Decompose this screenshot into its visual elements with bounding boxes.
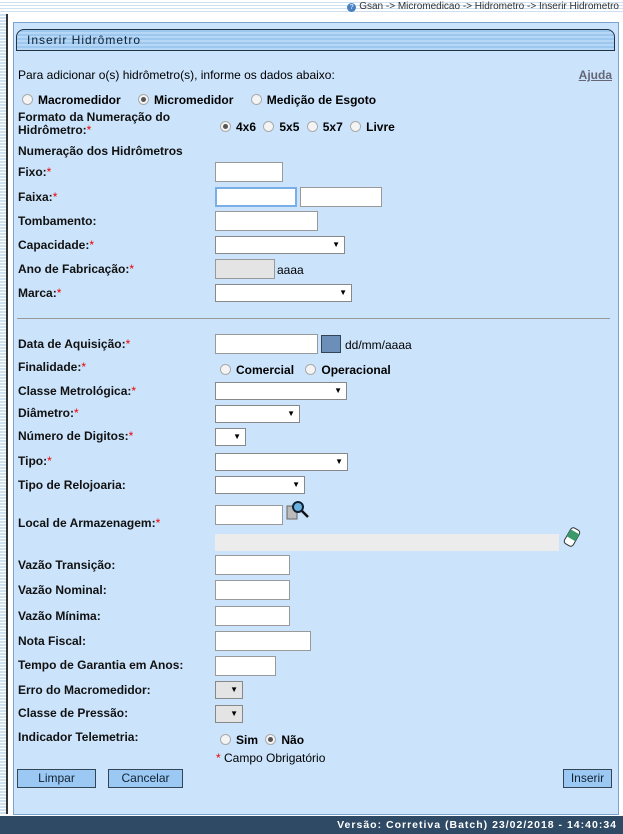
tipo-relojoaria-label: Tipo de Relojoaria: — [18, 478, 126, 492]
inserir-button[interactable]: Inserir — [563, 769, 612, 788]
local-armazenagem-description — [215, 534, 559, 551]
radio-label: Comercial — [236, 363, 295, 377]
meter-type-radio-group: Macromedidor Micromedidor Medição de Esg… — [22, 93, 384, 107]
help-link[interactable]: Ajuda — [578, 68, 612, 82]
vazao-nominal-input[interactable] — [215, 580, 290, 600]
vazao-minima-label: Vazão Mínima: — [18, 609, 101, 623]
vazao-transicao-label: Vazão Transição: — [18, 558, 116, 572]
radio-sim[interactable] — [220, 734, 231, 745]
finalidade-label: Finalidade:* — [18, 360, 87, 374]
marca-label: Marca:* — [18, 286, 62, 300]
required-note: * Campo Obrigatório — [216, 751, 326, 765]
classe-pressao-select[interactable] — [215, 705, 243, 723]
data-aquisicao-label: Data de Aquisição:* — [18, 337, 131, 351]
tempo-garantia-input[interactable] — [215, 656, 276, 676]
data-hint: dd/mm/aaaa — [345, 338, 412, 352]
erro-macromedidor-label: Erro do Macromedidor: — [18, 683, 151, 697]
formato-radio-group: 4x6 5x5 5x7 Livre — [220, 120, 403, 134]
classe-metrologica-select[interactable] — [215, 382, 347, 400]
title-bar: Inserir Hidrômetro — [16, 29, 615, 51]
radio-macromedidor[interactable] — [22, 94, 33, 105]
tombamento-label: Tombamento: — [18, 214, 97, 228]
classe-pressao-label: Classe de Pressão: — [18, 706, 129, 720]
indicador-telemetria-label: Indicador Telemetria: — [18, 730, 139, 744]
radio-medicao-esgoto[interactable] — [250, 94, 262, 105]
help-icon[interactable]: ? — [347, 3, 357, 12]
tombamento-input[interactable] — [215, 211, 318, 231]
nota-fiscal-label: Nota Fiscal: — [18, 634, 87, 648]
local-armazenagem-label: Local de Armazenagem:* — [18, 516, 161, 530]
radio-label: Macromedidor — [38, 93, 121, 107]
vazao-transicao-input[interactable] — [215, 555, 290, 575]
vazao-minima-input[interactable] — [215, 606, 290, 626]
telemetria-radio-group: Sim Não — [220, 733, 312, 747]
radio-5x7[interactable] — [306, 121, 318, 132]
numeracao-heading: Numeração dos Hidrômetros — [18, 144, 183, 158]
radio-label: Sim — [236, 733, 259, 747]
breadcrumb-text: Gsan -> Micromedicao -> Hidrometro -> In… — [359, 1, 619, 12]
diametro-select[interactable] — [215, 405, 300, 423]
eraser-icon[interactable] — [563, 527, 581, 547]
top-bar — [0, 0, 623, 14]
divider — [17, 318, 610, 319]
marca-select[interactable] — [215, 284, 352, 302]
radio-4x6[interactable] — [220, 121, 231, 132]
formato-label: Formato da Numeração do Hidrômetro:* — [18, 110, 171, 137]
faixa-label: Faixa:* — [18, 190, 58, 204]
radio-comercial[interactable] — [220, 364, 231, 375]
intro-text: Para adicionar o(s) hidrômetro(s), infor… — [18, 68, 335, 82]
ano-hint: aaaa — [277, 263, 304, 277]
erro-macromedidor-select[interactable] — [215, 681, 243, 699]
breadcrumb: ? Gsan -> Micromedicao -> Hidrometro -> I… — [347, 1, 619, 12]
data-aquisicao-input[interactable] — [215, 334, 318, 354]
radio-label: Não — [281, 733, 305, 747]
radio-label: 5x7 — [322, 120, 343, 134]
radio-label: Livre — [366, 120, 395, 134]
radio-operacional[interactable] — [305, 364, 317, 375]
form-panel — [13, 22, 619, 815]
diametro-label: Diâmetro:* — [18, 406, 79, 420]
tempo-garantia-label: Tempo de Garantia em Anos: — [18, 658, 184, 672]
calendar-icon[interactable] — [321, 335, 341, 353]
search-icon[interactable] — [286, 500, 310, 522]
tipo-label: Tipo:* — [18, 454, 52, 468]
numero-digitos-select[interactable] — [215, 428, 246, 446]
page-title: Inserir Hidrômetro — [27, 33, 142, 47]
fixo-label: Fixo:* — [18, 165, 52, 179]
faixa-inicial-input[interactable] — [215, 187, 297, 207]
tipo-relojoaria-select[interactable] — [215, 476, 305, 494]
radio-5x5[interactable] — [263, 121, 275, 132]
limpar-button[interactable]: Limpar — [17, 769, 96, 788]
classe-metrologica-label: Classe Metrológica:* — [18, 384, 137, 398]
version-footer: Versão: Corretiva (Batch) 23/02/2018 - 1… — [0, 816, 623, 834]
radio-nao[interactable] — [265, 734, 277, 745]
radio-livre[interactable] — [350, 121, 362, 132]
finalidade-radio-group: Comercial Operacional — [220, 363, 399, 377]
cancelar-button[interactable]: Cancelar — [108, 769, 183, 788]
tipo-select[interactable] — [215, 453, 348, 471]
radio-label: 4x6 — [236, 120, 257, 134]
left-frame-edge — [0, 14, 8, 814]
capacidade-select[interactable] — [215, 236, 345, 254]
local-armazenagem-input[interactable] — [215, 505, 283, 525]
vazao-nominal-label: Vazão Nominal: — [18, 583, 107, 597]
radio-label: Medição de Esgoto — [266, 93, 377, 107]
radio-label: Micromedidor — [154, 93, 234, 107]
ano-input[interactable] — [215, 259, 275, 279]
radio-micromedidor[interactable] — [138, 94, 150, 105]
radio-label: Operacional — [321, 363, 391, 377]
faixa-final-input[interactable] — [300, 187, 382, 207]
nota-fiscal-input[interactable] — [215, 631, 311, 651]
fixo-input[interactable] — [215, 162, 283, 182]
ano-label: Ano de Fabricação:* — [18, 262, 135, 276]
capacidade-label: Capacidade:* — [18, 238, 95, 252]
numero-digitos-label: Número de Digitos:* — [18, 429, 134, 443]
radio-label: 5x5 — [279, 120, 300, 134]
